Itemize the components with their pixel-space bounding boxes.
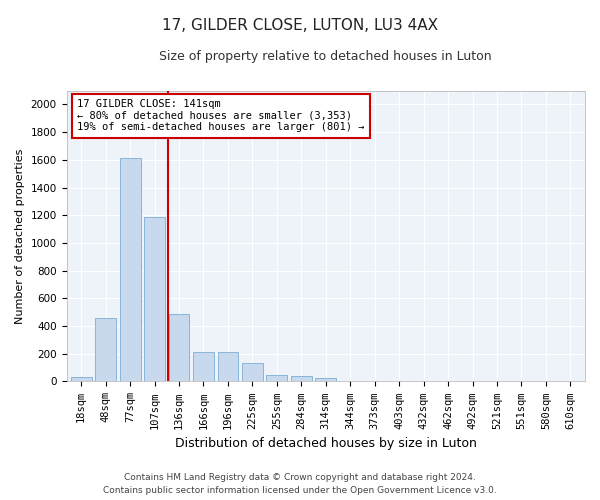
- Bar: [291, 376, 312, 382]
- Bar: [193, 352, 214, 382]
- Bar: [266, 374, 287, 382]
- Bar: [169, 314, 190, 382]
- Bar: [242, 364, 263, 382]
- Text: Contains HM Land Registry data © Crown copyright and database right 2024.
Contai: Contains HM Land Registry data © Crown c…: [103, 474, 497, 495]
- Bar: [144, 216, 165, 382]
- Bar: [218, 352, 238, 382]
- Bar: [120, 158, 140, 382]
- Bar: [71, 376, 92, 382]
- Title: Size of property relative to detached houses in Luton: Size of property relative to detached ho…: [160, 50, 492, 63]
- Text: 17, GILDER CLOSE, LUTON, LU3 4AX: 17, GILDER CLOSE, LUTON, LU3 4AX: [162, 18, 438, 32]
- Y-axis label: Number of detached properties: Number of detached properties: [15, 148, 25, 324]
- X-axis label: Distribution of detached houses by size in Luton: Distribution of detached houses by size …: [175, 437, 477, 450]
- Bar: [95, 318, 116, 382]
- Bar: [316, 378, 336, 382]
- Text: 17 GILDER CLOSE: 141sqm
← 80% of detached houses are smaller (3,353)
19% of semi: 17 GILDER CLOSE: 141sqm ← 80% of detache…: [77, 100, 364, 132]
